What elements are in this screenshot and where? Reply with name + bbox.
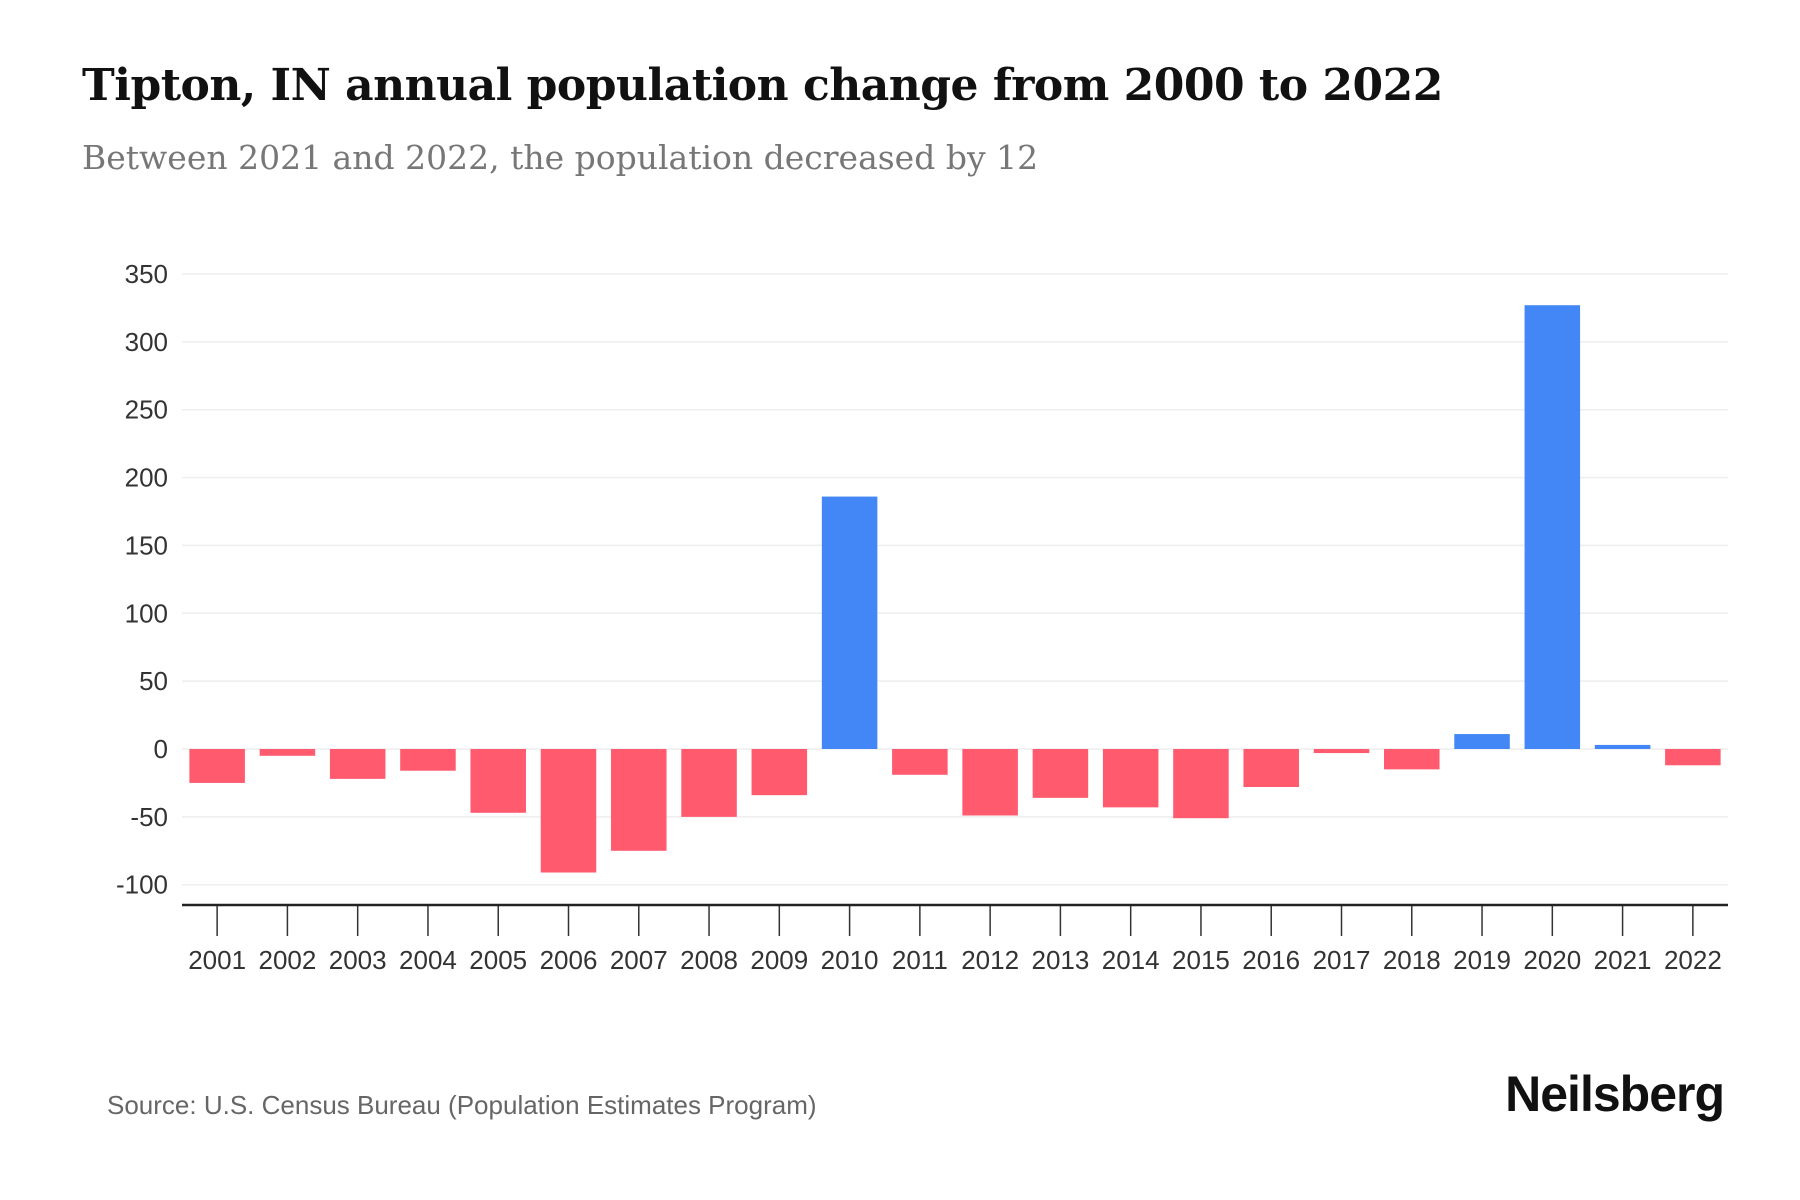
y-tick-label: 50 (139, 666, 168, 696)
bar-2007 (611, 749, 667, 851)
bar-2005 (470, 749, 526, 813)
x-tick-label: 2012 (961, 945, 1019, 975)
bar-2010 (821, 496, 878, 749)
bar-2016 (1243, 749, 1299, 787)
x-tick-label: 2009 (750, 945, 808, 975)
x-tick-label: 2002 (258, 945, 316, 975)
bar-2003 (329, 749, 386, 779)
x-tick-label: 2011 (892, 945, 948, 975)
neilsberg-logo: Neilsberg (1505, 1066, 1725, 1122)
x-tick-label: 2017 (1313, 945, 1371, 975)
bar-2021 (1594, 744, 1651, 749)
x-tick-label: 2004 (399, 945, 457, 975)
chart-title: Tipton, IN annual population change from… (82, 60, 1443, 111)
x-tick-label: 2001 (188, 945, 246, 975)
y-tick-label: 150 (125, 530, 168, 560)
source-note: Source: U.S. Census Bureau (Population E… (107, 1090, 817, 1120)
x-tick-label: 2016 (1242, 945, 1300, 975)
bar-2022 (1665, 749, 1721, 766)
y-tick-label: 250 (125, 395, 168, 425)
x-tick-label: 2019 (1453, 945, 1511, 975)
y-tick-label: 100 (125, 598, 168, 628)
bar-2008 (681, 749, 737, 817)
x-tick-label: 2007 (610, 945, 668, 975)
chart-subtitle: Between 2021 and 2022, the population de… (82, 138, 1039, 177)
x-tick-label: 2013 (1031, 945, 1089, 975)
x-tick-label: 2003 (329, 945, 387, 975)
y-tick-label: 0 (154, 734, 168, 764)
y-tick-label: 350 (125, 259, 168, 289)
x-tick-label: 2005 (469, 945, 527, 975)
bar-2019 (1454, 734, 1510, 749)
bar-2018 (1384, 749, 1440, 770)
x-tick-label: 2008 (680, 945, 738, 975)
x-tick-label: 2022 (1664, 945, 1722, 975)
bar-2015 (1173, 749, 1229, 819)
bar-2001 (189, 749, 245, 783)
bar-2009 (751, 749, 808, 796)
x-tick-label: 2010 (821, 945, 879, 975)
x-tick-label: 2020 (1523, 945, 1581, 975)
bar-2013 (1032, 749, 1089, 798)
x-tick-label: 2015 (1172, 945, 1230, 975)
bar-2020 (1524, 305, 1581, 749)
y-tick-label: -50 (130, 802, 168, 832)
x-tick-label: 2021 (1594, 945, 1652, 975)
bar-2002 (259, 749, 316, 756)
y-tick-label: 300 (125, 327, 168, 357)
y-tick-label: 200 (125, 463, 168, 493)
x-tick-label: 2006 (540, 945, 598, 975)
bar-2006 (540, 749, 597, 873)
y-tick-label: -100 (116, 870, 168, 900)
bar-2012 (962, 749, 1018, 816)
bar-2011 (892, 749, 948, 775)
x-tick-label: 2014 (1102, 945, 1160, 975)
x-tick-label: 2018 (1383, 945, 1441, 975)
bar-2004 (400, 749, 456, 771)
bar-2017 (1313, 749, 1370, 754)
bar-2014 (1102, 749, 1159, 808)
